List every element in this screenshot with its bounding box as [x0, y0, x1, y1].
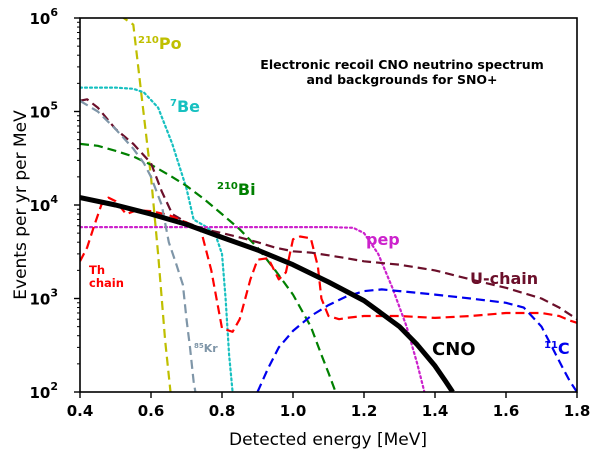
- series-label-u-chain: U-chain: [470, 269, 538, 288]
- x-tick-label: 1.8: [564, 402, 591, 420]
- series-label-11c: 11C: [544, 339, 570, 358]
- series-line-u-chain: [80, 98, 577, 321]
- series-label-main: Kr: [204, 342, 219, 355]
- y-tick-exponent: 5: [50, 100, 58, 113]
- series-layer: [80, 18, 577, 392]
- y-tick-base: 10: [29, 104, 50, 122]
- series-line-210bi: [80, 142, 337, 392]
- series-label-main: C: [558, 339, 570, 358]
- y-tick-exponent: 2: [50, 380, 58, 393]
- y-tick-label: 102: [29, 380, 58, 402]
- series-line-85kr: [80, 99, 197, 392]
- series-label-superscript: 210: [217, 181, 238, 192]
- series-label-pep: pep: [366, 230, 400, 249]
- series-label-main: Be: [177, 97, 200, 116]
- series-label-main: Bi: [238, 180, 256, 199]
- series-label-th-chain-1: chain: [89, 276, 124, 290]
- y-tick-exponent: 4: [50, 193, 58, 206]
- series-label-superscript: 11: [544, 340, 558, 351]
- y-tick-exponent: 6: [50, 6, 58, 19]
- series-line-th-chain: [80, 196, 577, 333]
- series-line-cno: [80, 195, 455, 392]
- series-label-superscript: 210: [138, 35, 159, 46]
- x-tick-label: 1.2: [351, 402, 378, 420]
- y-axis-label: Events per yr per MeV: [11, 110, 31, 300]
- y-tick-base: 10: [29, 10, 50, 28]
- y-tick-label: 106: [29, 6, 58, 28]
- x-tick-label: 1.6: [493, 402, 520, 420]
- series-label-85kr: 85Kr: [194, 342, 218, 355]
- x-tick-label: 0.8: [209, 402, 236, 420]
- series-label-superscript: 85: [194, 342, 204, 350]
- series-label-7be: 7Be: [170, 97, 200, 116]
- series-label-cno: CNO: [432, 339, 476, 360]
- series-label-th-chain-0: Th: [89, 263, 105, 277]
- y-tick-base: 10: [29, 384, 50, 402]
- y-tick-label: 104: [29, 193, 58, 215]
- x-tick-label: 0.4: [67, 402, 94, 420]
- x-tick-label: 1.4: [422, 402, 449, 420]
- y-tick-base: 10: [29, 197, 50, 215]
- series-label-210bi: 210Bi: [217, 180, 256, 199]
- series-label-superscript: 7: [170, 98, 177, 109]
- series-line-7be: [80, 86, 234, 392]
- series-line-11c: [256, 288, 577, 392]
- y-tick-exponent: 3: [50, 287, 58, 300]
- series-line-210po: [121, 18, 172, 392]
- series-label-210po: 210Po: [138, 34, 182, 53]
- y-tick-base: 10: [29, 291, 50, 309]
- chart-title-line-1: Electronic recoil CNO neutrino spectrum: [260, 57, 543, 72]
- chart-title-line-2: and backgrounds for SNO+: [306, 72, 497, 87]
- x-tick-label: 1.0: [280, 402, 307, 420]
- x-tick-label: 0.6: [138, 402, 165, 420]
- y-tick-label: 103: [29, 287, 58, 309]
- y-tick-label: 105: [29, 100, 58, 122]
- x-axis-label: Detected energy [MeV]: [229, 430, 427, 450]
- x-axis: 0.4 0.6 0.8 1.0 1.2 1.4 1.6 1.8: [67, 392, 591, 420]
- series-label-main: Po: [159, 34, 182, 53]
